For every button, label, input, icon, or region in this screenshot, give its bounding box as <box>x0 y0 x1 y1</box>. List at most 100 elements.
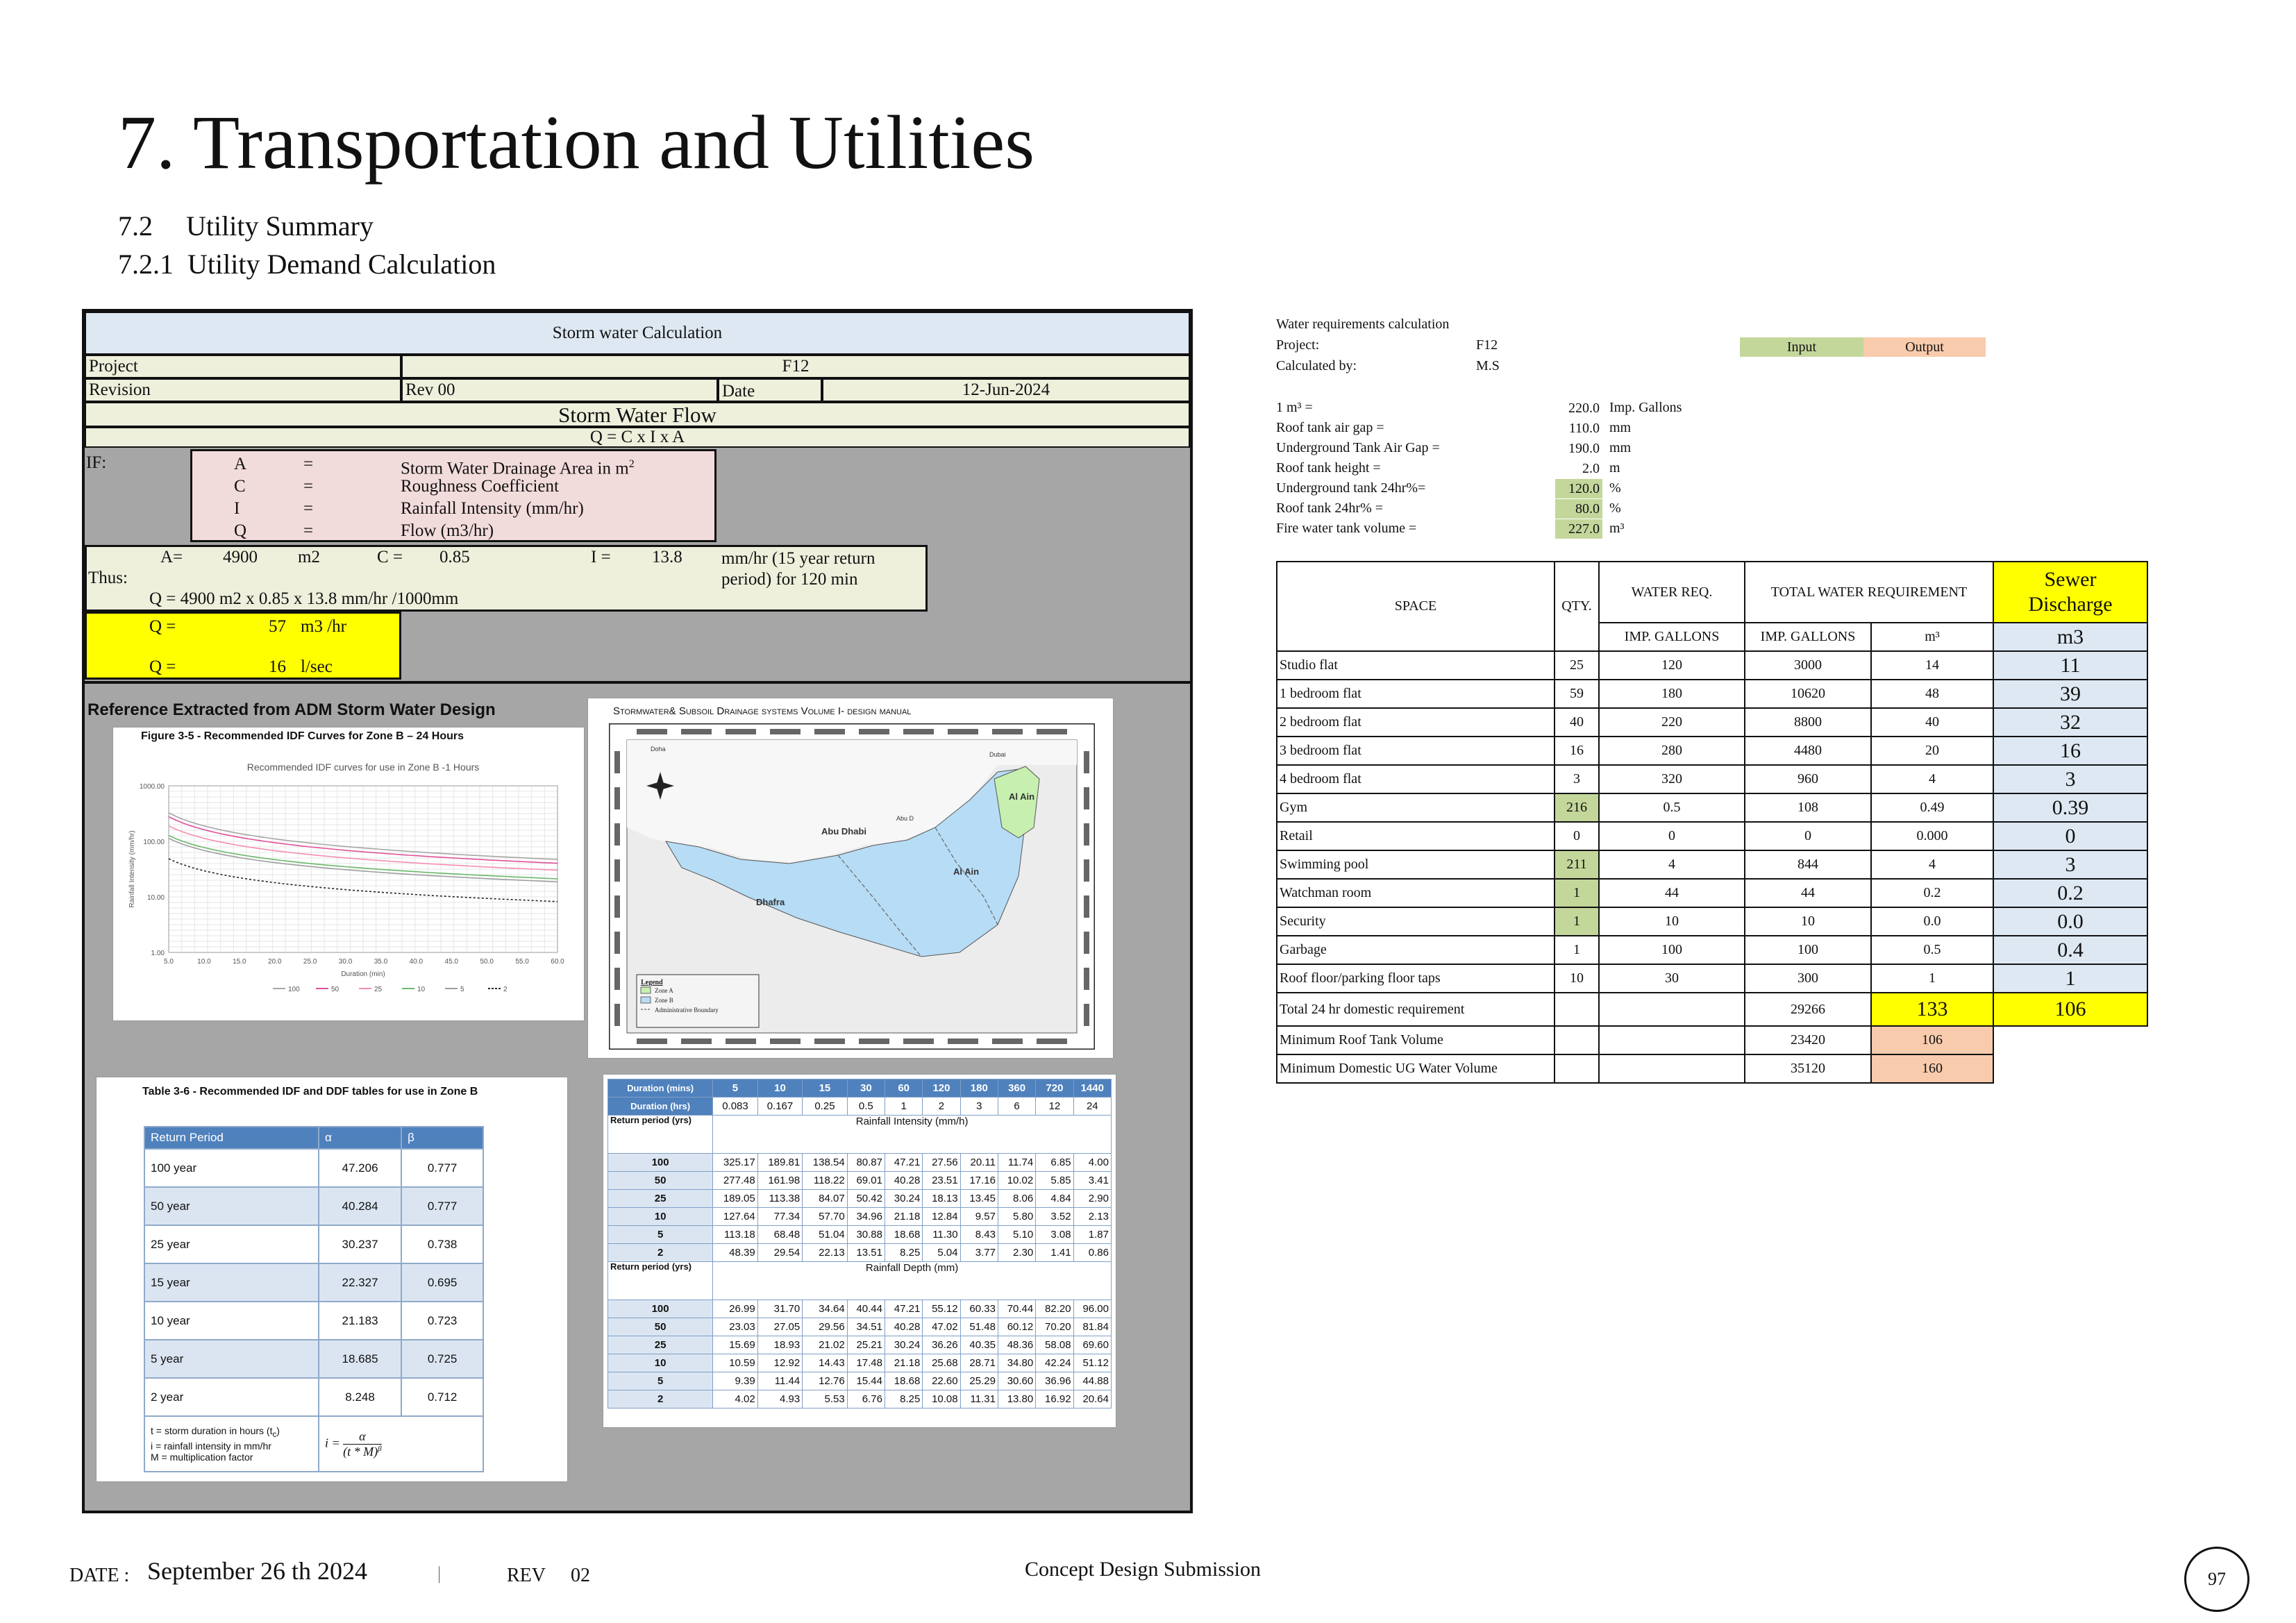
page-number: 97 <box>2184 1547 2249 1612</box>
plot-frame <box>168 785 558 953</box>
space-cell: Swimming pool <box>1276 850 1555 880</box>
y-tick-label: 100.00 <box>143 839 165 846</box>
footer-date: September 26 th 2024 <box>147 1557 367 1585</box>
legend-eq: = <box>303 521 314 540</box>
return-period-cell: 2 <box>607 1243 714 1262</box>
total-label: Total 24 hr domestic requirement <box>1276 992 1555 1027</box>
map-coordinate-tick <box>814 729 845 734</box>
param-value[interactable]: 120.0 <box>1555 479 1602 498</box>
value-cell: 21.18 <box>884 1354 923 1372</box>
req-cell: 0 <box>1598 821 1745 851</box>
space-cell: Security <box>1276 907 1555 936</box>
alpha-header: α <box>317 1126 403 1150</box>
x-tick-label: 35.0 <box>374 958 388 966</box>
x-tick-label: 45.0 <box>445 958 459 966</box>
revision-label: Revision <box>85 378 401 402</box>
value-cell: 51.48 <box>960 1318 998 1336</box>
map-coordinate-tick <box>1037 1038 1067 1044</box>
param-value[interactable]: 80.0 <box>1555 499 1602 519</box>
admin-boundary <box>837 855 922 957</box>
zone-map-figure: Stormwater& Subsoil Drainage systems Vol… <box>587 698 1114 1059</box>
beta-cell: 0.738 <box>401 1225 484 1264</box>
value-cell: 77.34 <box>757 1207 803 1226</box>
alpha-cell: 47.206 <box>317 1148 403 1188</box>
map-coordinate-tick <box>992 1038 1023 1044</box>
sewer-cell: 39 <box>1993 679 2148 709</box>
sewer-unit: m3 <box>1993 622 2148 652</box>
return-header: Return Period <box>144 1126 319 1150</box>
value-cell: 21.18 <box>884 1207 923 1226</box>
m3-cell: 0.49 <box>1870 793 1994 823</box>
duration-mins-cell: 120 <box>922 1079 961 1098</box>
space-header: SPACE <box>1276 561 1555 652</box>
param-value[interactable]: 227.0 <box>1555 519 1602 539</box>
input-legend: Input <box>1740 337 1863 357</box>
return-period-cell: 50 <box>607 1171 714 1190</box>
duration-mins-cell: 1440 <box>1073 1079 1112 1098</box>
map-coordinate-tick <box>614 751 620 773</box>
return-period-label: Return period (yrs) <box>607 1115 714 1154</box>
table-row: 2 year 8.248 0.712 <box>144 1377 484 1417</box>
value-cell: 36.96 <box>1035 1372 1074 1390</box>
qty-cell: 3 <box>1554 764 1600 794</box>
storm-water-panel: Storm water Calculation Project F12 Revi… <box>82 309 1193 1513</box>
min-ug-gallons: 35120 <box>1744 1054 1872 1084</box>
req-cell: 4 <box>1598 850 1745 880</box>
return-period-cell: 5 <box>607 1372 714 1390</box>
qty-cell[interactable]: 211 <box>1554 850 1600 880</box>
section-row: Return period (yrs) Rainfall Depth (mm) <box>607 1261 1112 1300</box>
map-coordinate-tick <box>614 859 620 882</box>
space-cell: Retail <box>1276 821 1555 851</box>
sewer-cell: 11 <box>1993 650 2148 680</box>
value-cell: 84.07 <box>802 1189 848 1208</box>
value-cell: 47.21 <box>884 1300 923 1318</box>
i-value: 13.8 <box>652 548 682 566</box>
qty-cell[interactable]: 1 <box>1554 878 1600 908</box>
value-cell: 2.90 <box>1073 1189 1112 1208</box>
space-cell: Gym <box>1276 793 1555 823</box>
x-tick-label: 15.0 <box>233 958 246 966</box>
qty-cell: 10 <box>1554 964 1600 993</box>
alpha-cell: 21.183 <box>317 1301 403 1340</box>
map-legend-label: Zone A <box>655 987 673 994</box>
value-cell: 25.29 <box>960 1372 998 1390</box>
duration-hrs-cell: 6 <box>997 1097 1037 1116</box>
return-period-cell: 2 <box>607 1390 714 1408</box>
map-place-label: Abu Dhabi <box>821 826 866 836</box>
map-coordinate-tick <box>614 932 620 954</box>
return-period-cell: 5 year <box>144 1339 319 1379</box>
table-row: 5 113.18 68.48 51.04 30.88 18.68 11.30 8.43 5.10… <box>607 1225 1112 1244</box>
value-cell: 68.48 <box>757 1225 803 1244</box>
param-value: 190.0 <box>1568 441 1600 456</box>
sewer-cell: 3 <box>1993 850 2148 880</box>
value-cell: 1.87 <box>1073 1225 1112 1244</box>
value-cell: 277.48 <box>712 1171 758 1190</box>
value-cell: 8.25 <box>884 1243 923 1262</box>
legend-sym: Q <box>234 521 247 540</box>
sewer-cell: 0.0 <box>1993 907 2148 936</box>
alpha-cell: 22.327 <box>317 1263 403 1302</box>
m3-cell: 0.0 <box>1870 907 1994 936</box>
total-sewer: 106 <box>1993 992 2148 1027</box>
table-row: 3 bedroom flat 16 280 4480 20 16 <box>1276 736 2148 766</box>
qty-cell[interactable]: 1 <box>1554 907 1600 936</box>
sewer-cell: 0.39 <box>1993 793 2148 823</box>
map-coordinate-tick <box>814 1038 845 1044</box>
value-cell: 5.80 <box>997 1207 1037 1226</box>
value-cell: 15.69 <box>712 1336 758 1354</box>
subsection-title: Utility Demand Calculation <box>187 249 496 280</box>
value-cell: 18.68 <box>884 1372 923 1390</box>
sewer-cell: 0 <box>1993 821 2148 851</box>
x-tick-label: 30.0 <box>339 958 353 966</box>
m3-cell: 48 <box>1870 679 1994 709</box>
alpha-cell: 30.237 <box>317 1225 403 1264</box>
value-cell: 31.70 <box>757 1300 803 1318</box>
min-roof-gallons: 23420 <box>1744 1025 1872 1055</box>
qty-cell[interactable]: 216 <box>1554 793 1600 823</box>
space-cell: Garbage <box>1276 935 1555 965</box>
return-period-cell: 25 year <box>144 1225 319 1264</box>
q2-unit: l/sec <box>301 657 333 676</box>
value-cell: 55.12 <box>922 1300 961 1318</box>
value-cell: 12.76 <box>802 1372 848 1390</box>
table-row: 50 year 40.284 0.777 <box>144 1186 484 1226</box>
